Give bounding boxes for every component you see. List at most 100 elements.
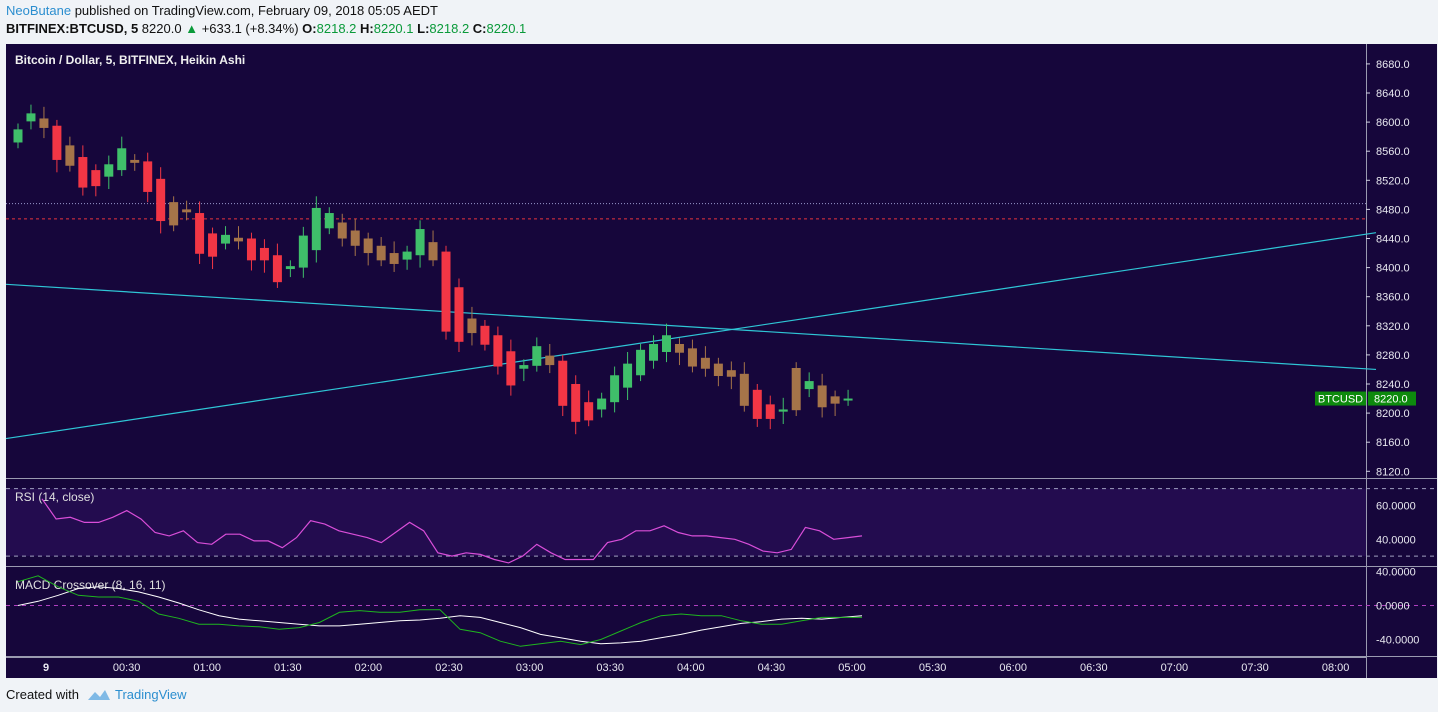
chart-title: Bitcoin / Dollar, 5, BITFINEX, Heikin As… [15, 53, 245, 67]
candle-body [778, 409, 788, 412]
candle-body [221, 234, 231, 244]
candle-body [726, 370, 736, 377]
price-tick-label: 8440.0 [1376, 234, 1410, 246]
candle-body [233, 237, 243, 242]
last-price: 8220.0 [141, 21, 182, 36]
last-price-tag-value: 8220.0 [1374, 394, 1408, 406]
candle-body [65, 145, 75, 166]
open-label: O: [302, 21, 317, 36]
candle-body [752, 389, 762, 419]
candle-body [285, 266, 295, 270]
candle-body [519, 365, 529, 369]
created-with-text: Created with [6, 687, 79, 702]
candle-body [765, 404, 775, 419]
time-tick-label: 03:00 [516, 662, 544, 674]
macd-tick-label: -40.0000 [1376, 635, 1419, 647]
trendline [5, 232, 1377, 440]
time-tick-label: 07:30 [1241, 662, 1269, 674]
candle-body [662, 335, 671, 352]
publish-info: NeoButane published on TradingView.com, … [6, 3, 438, 18]
candle-body [130, 159, 140, 163]
candle-body [428, 242, 438, 261]
candle-body [649, 343, 659, 361]
candle-body [350, 230, 360, 246]
candle-body [817, 385, 827, 408]
time-tick-label: 05:30 [919, 662, 947, 674]
time-tick-label: 01:30 [274, 662, 302, 674]
symbol-price-tag-label: BTCUSD [1318, 394, 1363, 406]
candle-body [467, 318, 477, 334]
candle-body [208, 233, 218, 257]
signal-line [17, 575, 862, 647]
candle-body [843, 398, 853, 401]
price-tick-label: 8360.0 [1376, 292, 1410, 304]
candle-body [506, 351, 516, 386]
candle-body [389, 253, 399, 264]
candle-body [441, 251, 451, 332]
candle-body [623, 363, 633, 388]
candle-body [480, 325, 490, 345]
candle-body [415, 229, 425, 256]
candle-body [324, 213, 334, 229]
time-tick-label: 01:00 [193, 662, 221, 674]
price-tick-label: 8480.0 [1376, 204, 1410, 216]
candle-body [259, 247, 269, 261]
price-tick-label: 8680.0 [1376, 59, 1410, 71]
price-tick-label: 8320.0 [1376, 321, 1410, 333]
close-value: 8220.1 [486, 21, 527, 36]
price-tick-label: 8160.0 [1376, 437, 1410, 449]
candle-body [104, 164, 114, 177]
footer: Created with TradingView [6, 687, 187, 702]
trendline [5, 283, 1377, 371]
candle-body [571, 384, 581, 422]
candle-body [584, 402, 594, 421]
candle-body [713, 363, 723, 376]
candle-body [39, 118, 49, 128]
time-tick-label: 04:00 [677, 662, 705, 674]
candle-body [636, 349, 646, 376]
candle-body [363, 238, 373, 254]
price-tick-label: 8120.0 [1376, 466, 1410, 478]
candle-body [78, 157, 88, 188]
candle-body [298, 235, 308, 268]
candle-body [687, 348, 697, 367]
high-value: 8220.1 [373, 21, 414, 36]
price-tick-label: 8400.0 [1376, 263, 1410, 275]
time-tick-label: 08:00 [1322, 662, 1350, 674]
candle-body [804, 381, 814, 390]
rsi-title: RSI (14, close) [15, 490, 94, 504]
candle-body [791, 367, 801, 411]
rsi-line [41, 498, 863, 564]
macd-tick-label: 0.0000 [1376, 601, 1410, 613]
price-axis-background [1366, 44, 1437, 678]
time-axis-border [6, 657, 1366, 658]
rsi-tick-label: 40.0000 [1376, 534, 1416, 546]
candle-body [558, 360, 568, 406]
candle-body [337, 222, 347, 239]
low-label: L: [417, 21, 430, 36]
symbol-price-tag [1315, 391, 1366, 406]
price-tick-label: 8640.0 [1376, 88, 1410, 100]
time-tick-label: 07:00 [1161, 662, 1189, 674]
time-tick-label: 05:00 [838, 662, 866, 674]
candle-body [13, 129, 23, 143]
close-label: C: [472, 21, 487, 36]
macd-pane-background [6, 567, 1366, 656]
symbol-label: BITFINEX:BTCUSD, 5 [6, 21, 139, 36]
time-tick-label: 9 [43, 662, 49, 674]
time-tick-label: 02:00 [355, 662, 383, 674]
low-value: 8218.2 [429, 21, 470, 36]
macd-title: MACD Crossover (8, 16, 11) [15, 578, 166, 592]
candle-body [493, 335, 503, 367]
candle-body [545, 355, 555, 366]
author-link[interactable]: NeoButane [6, 3, 72, 18]
candle-body [169, 202, 179, 226]
time-tick-label: 04:30 [758, 662, 786, 674]
price-tick-label: 8240.0 [1376, 379, 1410, 391]
time-tick-label: 02:30 [435, 662, 463, 674]
tradingview-brand-link[interactable]: TradingView [114, 687, 187, 702]
candle-body [700, 357, 710, 369]
last-price-tag [1368, 391, 1416, 406]
candle-body [272, 255, 282, 283]
